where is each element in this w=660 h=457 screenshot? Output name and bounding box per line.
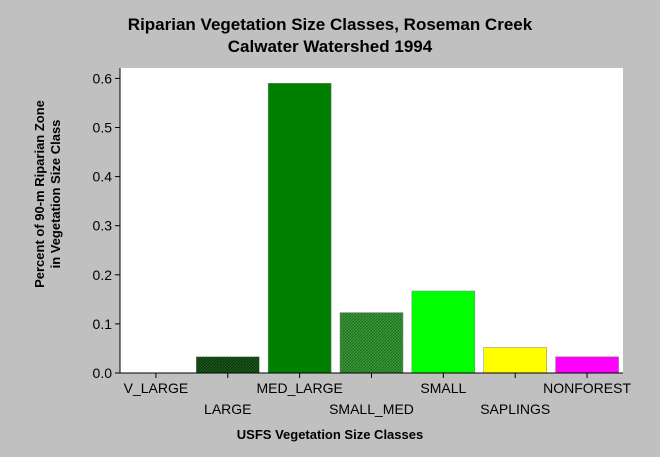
x-tick-label: SMALL <box>420 380 466 396</box>
y-tick-label: 0.0 <box>93 365 113 381</box>
x-tick-label: V_LARGE <box>124 380 189 396</box>
y-tick-label: 0.4 <box>93 169 113 185</box>
chart-title-line2: Calwater Watershed 1994 <box>227 37 433 56</box>
y-tick-label: 0.5 <box>93 120 113 136</box>
chart-title-line1: Riparian Vegetation Size Classes, Rosema… <box>127 15 533 34</box>
y-tick-label: 0.1 <box>93 316 113 332</box>
bar-med-large <box>267 83 332 374</box>
x-tick-label: SMALL_MED <box>329 401 414 417</box>
bar-small-med <box>339 312 404 374</box>
x-tick-label: NONFOREST <box>543 380 631 396</box>
bar-nonforest <box>555 356 619 374</box>
x-axis-label: USFS Vegetation Size Classes <box>236 427 424 442</box>
bar-large <box>196 356 260 374</box>
x-tick-label: SAPLINGS <box>480 401 550 417</box>
bar-saplings <box>483 347 547 374</box>
x-tick-label: MED_LARGE <box>256 380 342 396</box>
y-tick-label: 0.2 <box>93 267 113 283</box>
x-tick-label: LARGE <box>204 401 251 417</box>
bar-small <box>411 290 476 374</box>
y-tick-label: 0.3 <box>93 218 113 234</box>
y-tick-label: 0.6 <box>93 70 113 86</box>
